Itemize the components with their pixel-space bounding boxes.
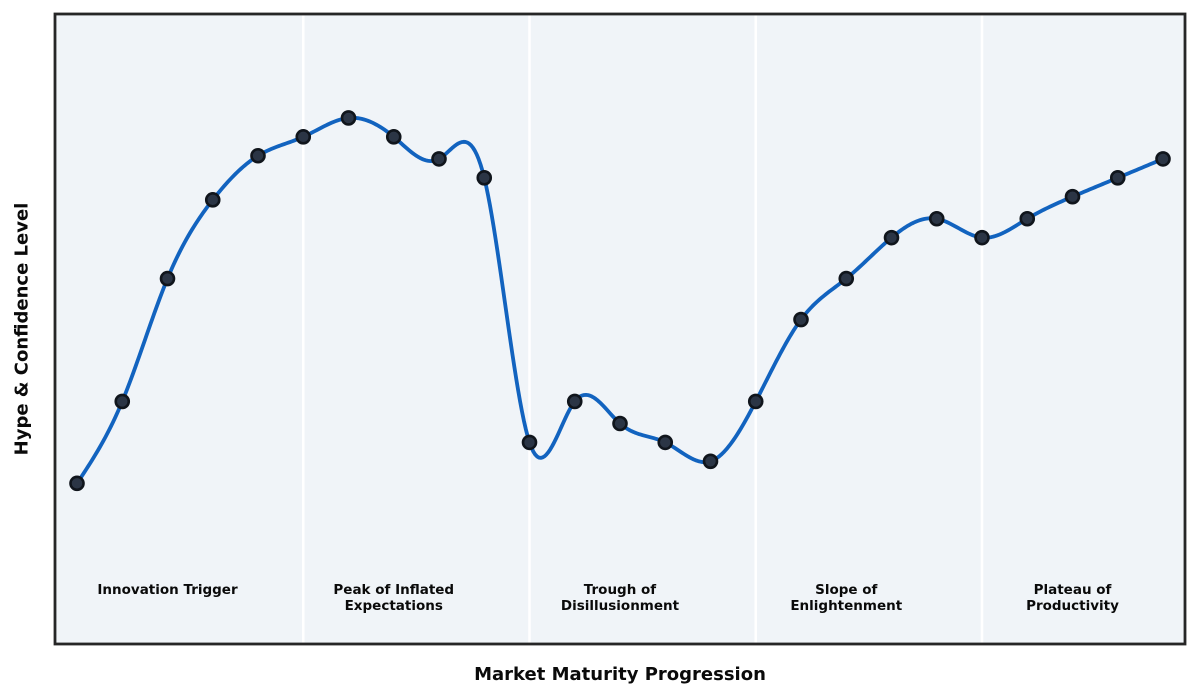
phase-label-line: Peak of Inflated bbox=[333, 582, 455, 598]
phase-label-peak-of-inflated-expectations: Peak of Inflated Expectations bbox=[333, 582, 454, 614]
data-point-marker bbox=[476, 170, 493, 186]
data-point-marker bbox=[747, 393, 764, 410]
data-point-marker bbox=[295, 129, 312, 145]
data-point-marker bbox=[250, 147, 266, 164]
data-point-marker bbox=[1064, 188, 1081, 205]
data-point-marker bbox=[114, 393, 131, 410]
phase-label-line: Slope of bbox=[815, 582, 878, 598]
data-point-marker bbox=[159, 270, 176, 287]
data-point-marker bbox=[1109, 170, 1126, 186]
phase-label-line: Disillusionment bbox=[560, 598, 680, 614]
data-point-marker bbox=[883, 229, 900, 246]
data-point-marker bbox=[657, 434, 674, 451]
plot-border bbox=[53, 12, 1187, 646]
data-point-marker bbox=[340, 110, 357, 126]
x-axis-label: Market Maturity Progression bbox=[474, 664, 766, 685]
data-point-marker bbox=[385, 129, 402, 145]
data-point-marker bbox=[793, 311, 809, 328]
data-point-marker bbox=[928, 210, 945, 227]
y-axis-label: Hype & Confidence Level bbox=[11, 202, 33, 456]
data-point-marker bbox=[974, 229, 990, 246]
phase-label-line: Expectations bbox=[344, 598, 443, 614]
data-point-marker bbox=[566, 393, 583, 410]
data-point-marker bbox=[1155, 151, 1171, 167]
data-point-marker bbox=[838, 270, 855, 287]
data-point-marker bbox=[1019, 210, 1036, 227]
data-point-marker bbox=[612, 415, 628, 432]
data-point-marker bbox=[204, 192, 221, 208]
phase-label-line: Innovation Trigger bbox=[97, 582, 238, 598]
phase-label-innovation-trigger: Innovation Trigger bbox=[97, 582, 237, 598]
data-point-marker bbox=[521, 434, 538, 451]
phase-label-plateau-of-productivity: Plateau of Productivity bbox=[1026, 582, 1119, 614]
phase-label-line: Productivity bbox=[1026, 598, 1119, 614]
plot-area bbox=[55, 14, 1185, 644]
phase-label-trough-of-disillusionment: Trough of Disillusionment bbox=[561, 582, 679, 614]
phase-label-line: Plateau of bbox=[1033, 582, 1112, 598]
data-point-marker bbox=[702, 453, 719, 470]
phase-label-slope-of-enlightenment: Slope of Enlightenment bbox=[790, 582, 902, 614]
phase-label-line: Trough of bbox=[583, 582, 657, 598]
data-point-marker bbox=[431, 151, 447, 167]
data-point-marker bbox=[69, 475, 85, 492]
phase-label-line: Enlightenment bbox=[790, 598, 903, 614]
